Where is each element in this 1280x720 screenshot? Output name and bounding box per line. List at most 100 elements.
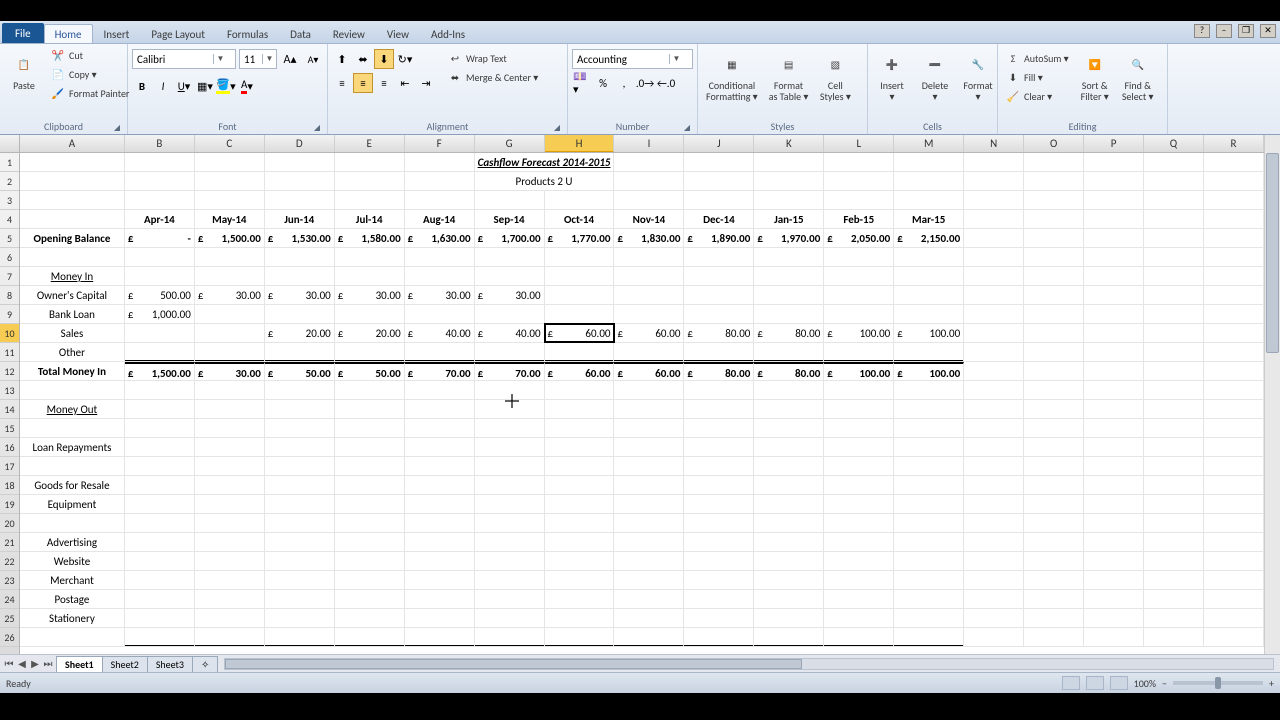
cell[interactable] <box>1144 210 1204 229</box>
cell[interactable] <box>265 495 335 514</box>
cell[interactable] <box>1024 210 1084 229</box>
cell[interactable] <box>1144 495 1204 514</box>
align-left-button[interactable]: ≡ <box>332 73 352 93</box>
cell[interactable] <box>754 172 824 191</box>
cell[interactable] <box>1144 514 1204 533</box>
cell[interactable] <box>1084 628 1144 647</box>
cell[interactable] <box>684 552 754 571</box>
fill-color-button[interactable]: 🪣▾ <box>216 76 236 96</box>
cell[interactable]: Other <box>20 343 125 362</box>
cell[interactable] <box>754 381 824 400</box>
column-header[interactable]: D <box>265 135 335 152</box>
cell[interactable] <box>545 400 615 419</box>
cell[interactable] <box>335 400 405 419</box>
zoom-slider[interactable] <box>1173 681 1263 685</box>
cell[interactable]: £60.00 <box>614 324 684 343</box>
cell[interactable] <box>964 438 1024 457</box>
cell[interactable] <box>1024 381 1084 400</box>
cell[interactable] <box>614 514 684 533</box>
cell[interactable] <box>475 267 545 286</box>
cell[interactable] <box>195 400 265 419</box>
cell[interactable] <box>1024 267 1084 286</box>
cell[interactable] <box>475 457 545 476</box>
cell[interactable] <box>754 248 824 267</box>
row-header[interactable]: 7 <box>0 267 19 286</box>
cell[interactable] <box>405 172 475 191</box>
cell[interactable] <box>20 381 125 400</box>
cell[interactable] <box>335 514 405 533</box>
cell[interactable] <box>964 514 1024 533</box>
cell[interactable] <box>894 172 964 191</box>
row-header[interactable]: 11 <box>0 343 19 362</box>
underline-button[interactable]: U▾ <box>174 76 194 96</box>
cell[interactable] <box>195 153 265 172</box>
row-header[interactable]: 4 <box>0 210 19 229</box>
cell[interactable] <box>754 533 824 552</box>
cell[interactable] <box>1084 248 1144 267</box>
cell[interactable] <box>1084 495 1144 514</box>
alignment-launcher[interactable]: ◢ <box>552 123 562 133</box>
cell[interactable] <box>265 514 335 533</box>
align-middle-button[interactable]: ⬌ <box>353 49 373 69</box>
cell[interactable] <box>1024 457 1084 476</box>
cell[interactable] <box>614 248 684 267</box>
cell[interactable] <box>195 514 265 533</box>
cell[interactable] <box>684 514 754 533</box>
cell[interactable] <box>125 533 195 552</box>
cell[interactable] <box>265 552 335 571</box>
cell[interactable] <box>125 438 195 457</box>
cell[interactable]: £80.00 <box>754 362 824 381</box>
cell[interactable] <box>545 191 615 210</box>
cell[interactable] <box>824 267 894 286</box>
cell[interactable] <box>405 609 475 628</box>
cell[interactable]: £1,500.00 <box>125 362 195 381</box>
cell[interactable] <box>684 286 754 305</box>
cell[interactable] <box>964 286 1024 305</box>
tab-home[interactable]: Home <box>44 24 93 43</box>
cell[interactable] <box>1144 153 1204 172</box>
cell[interactable] <box>894 153 964 172</box>
cell[interactable] <box>265 305 335 324</box>
cell[interactable]: £100.00 <box>824 362 894 381</box>
find-select-button[interactable]: 🔍Find & Select ▾ <box>1118 46 1158 104</box>
cell[interactable] <box>964 533 1024 552</box>
cell[interactable] <box>1204 362 1264 381</box>
cell[interactable] <box>1204 590 1264 609</box>
restore-button[interactable]: ❐ <box>1238 24 1254 38</box>
cell[interactable] <box>195 628 265 647</box>
cell[interactable] <box>405 153 475 172</box>
cell[interactable] <box>964 191 1024 210</box>
cell[interactable] <box>125 343 195 362</box>
cell[interactable] <box>545 248 615 267</box>
cell[interactable] <box>20 153 125 172</box>
cell[interactable] <box>614 286 684 305</box>
row-header[interactable]: 17 <box>0 457 19 476</box>
cell[interactable] <box>964 495 1024 514</box>
row-header[interactable]: 20 <box>0 514 19 533</box>
cell[interactable] <box>335 172 405 191</box>
font-size-dropdown[interactable]: ▼ <box>239 49 277 69</box>
cell[interactable] <box>1144 286 1204 305</box>
cell[interactable]: Sep-14 <box>475 210 545 229</box>
cell[interactable] <box>824 419 894 438</box>
zoom-in-button[interactable]: + <box>1269 677 1274 690</box>
cell[interactable]: £1,700.00 <box>475 229 545 248</box>
cell[interactable] <box>824 571 894 590</box>
cell[interactable] <box>684 419 754 438</box>
cell[interactable] <box>824 438 894 457</box>
cell[interactable] <box>614 381 684 400</box>
cell[interactable] <box>1204 419 1264 438</box>
delete-cells-button[interactable]: ➖Delete ▾ <box>915 46 955 104</box>
cell[interactable] <box>754 267 824 286</box>
accounting-format-button[interactable]: 💷▾ <box>572 73 592 93</box>
cell[interactable] <box>614 552 684 571</box>
paste-button[interactable]: 📋 Paste <box>4 46 44 93</box>
row-header[interactable]: 12 <box>0 362 19 381</box>
row-header[interactable]: 22 <box>0 552 19 571</box>
hscroll-thumb[interactable] <box>225 659 801 669</box>
cell[interactable] <box>614 628 684 647</box>
cell-styles-button[interactable]: ▧Cell Styles ▾ <box>815 46 855 104</box>
cell[interactable] <box>684 248 754 267</box>
cell[interactable]: Merchant <box>20 571 125 590</box>
cell[interactable]: Jun-14 <box>265 210 335 229</box>
